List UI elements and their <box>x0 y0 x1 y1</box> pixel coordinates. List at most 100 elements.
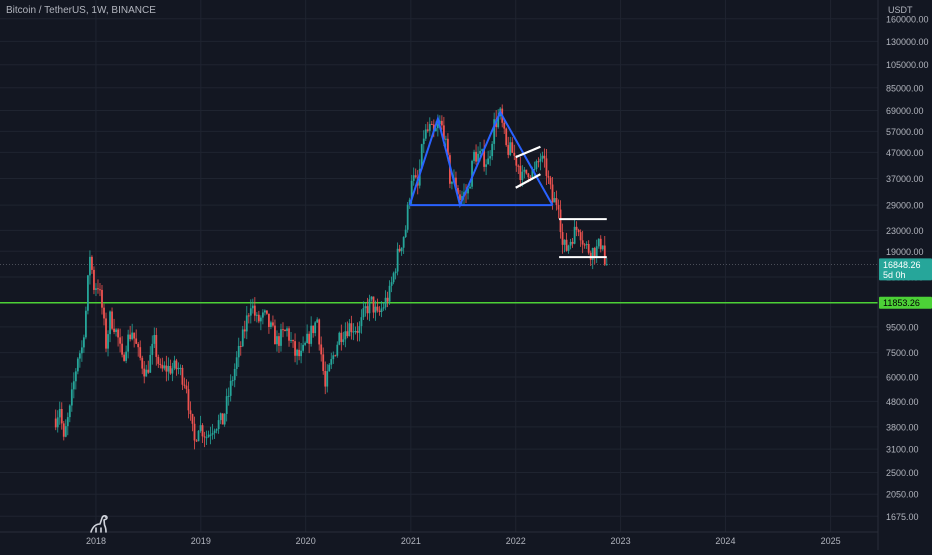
candle-body <box>605 264 608 266</box>
candle-body <box>322 354 325 371</box>
candle-body <box>348 323 351 337</box>
candle-body <box>310 325 313 344</box>
price-tag-label: 11853.26 <box>883 298 920 308</box>
candle-body <box>215 429 218 431</box>
candle-body <box>527 173 530 178</box>
candle-body <box>430 124 433 126</box>
candle-body <box>72 381 75 390</box>
candle-body <box>505 128 508 146</box>
candle-body <box>135 338 138 344</box>
symbol-title: Bitcoin / TetherUS, 1W, BINANCE <box>6 5 156 16</box>
candle-body <box>378 310 381 313</box>
channel-line[interactable] <box>515 173 541 189</box>
candle-body <box>272 322 274 326</box>
candle-body <box>95 288 97 290</box>
candle-body <box>290 340 292 342</box>
candle-body <box>457 187 459 195</box>
candle-body <box>97 288 99 290</box>
candle-body <box>455 177 457 188</box>
candle-body <box>121 343 124 355</box>
candle-body <box>171 368 174 374</box>
candle-body <box>127 334 130 352</box>
candle-body <box>249 308 252 316</box>
candle-body <box>352 331 355 333</box>
candle-body <box>68 405 71 418</box>
candle-body <box>165 365 168 372</box>
y-tick-label: 130000.00 <box>886 37 929 47</box>
candle-body <box>131 332 134 340</box>
candle-body <box>268 313 270 328</box>
candle-body <box>197 430 200 442</box>
candle-body <box>436 124 439 129</box>
x-tick-label: 2022 <box>506 536 526 546</box>
candle-body <box>211 433 214 435</box>
candle-body <box>169 365 172 374</box>
candle-body <box>591 247 594 260</box>
candle-body <box>420 144 423 169</box>
y-tick-label: 2500.00 <box>886 468 919 478</box>
candle-body <box>318 319 321 345</box>
candle-body <box>360 317 363 327</box>
candle-body <box>143 368 146 377</box>
candle-body <box>87 275 89 311</box>
candle-body <box>447 138 449 156</box>
support-lines <box>0 263 878 304</box>
candle-body <box>300 350 302 357</box>
dinosaur-logo-icon[interactable] <box>88 512 112 534</box>
candle-body <box>364 306 367 309</box>
candle-body <box>76 358 79 372</box>
candle-body <box>336 344 339 356</box>
candle-body <box>223 413 226 425</box>
candle-body <box>481 149 483 151</box>
candle-body <box>491 143 494 157</box>
candle-body <box>74 371 77 382</box>
last-price-tag <box>879 258 932 281</box>
price-tag-label: 16848.26 <box>883 260 921 270</box>
candle-body <box>151 343 154 355</box>
candle-body <box>374 306 377 313</box>
candle-body <box>597 238 600 247</box>
candle-body <box>386 297 389 302</box>
y-tick-label: 23000.00 <box>886 226 924 236</box>
candle-body <box>54 418 57 428</box>
candle-body <box>525 169 528 174</box>
candle-body <box>157 356 160 364</box>
y-tick-label: 160000.00 <box>886 14 929 24</box>
candle-body <box>225 396 228 414</box>
candle-body <box>253 305 256 316</box>
candle-body <box>595 246 598 258</box>
candle-body <box>195 440 198 442</box>
candle-body <box>113 328 115 332</box>
candle-body <box>469 186 471 189</box>
candle-body <box>342 339 345 343</box>
candle-body <box>257 314 260 322</box>
candle-body <box>107 334 109 349</box>
candle-body <box>189 410 192 415</box>
candle-body <box>99 289 101 291</box>
candle-body <box>145 369 148 377</box>
candle-body <box>507 145 510 155</box>
candle-body <box>161 364 164 369</box>
candle-body <box>376 306 379 311</box>
candle-body <box>115 329 117 332</box>
candle-body <box>543 155 546 159</box>
candle-body <box>573 226 576 244</box>
candle-body <box>207 434 210 438</box>
candle-body <box>561 232 564 245</box>
candle-body <box>398 248 401 252</box>
candle-body <box>471 160 473 187</box>
candle-body <box>227 395 230 397</box>
y-tick-label: 9500.00 <box>886 322 919 332</box>
candle-body <box>294 341 296 356</box>
candle-body <box>187 389 190 411</box>
y-tick-label: 47000.00 <box>886 148 924 158</box>
candle-body <box>103 307 105 319</box>
candle-body <box>338 332 341 345</box>
candle-body <box>599 238 602 250</box>
x-tick-label: 2021 <box>401 536 421 546</box>
channel-line[interactable] <box>515 145 541 159</box>
candle-body <box>422 138 425 145</box>
